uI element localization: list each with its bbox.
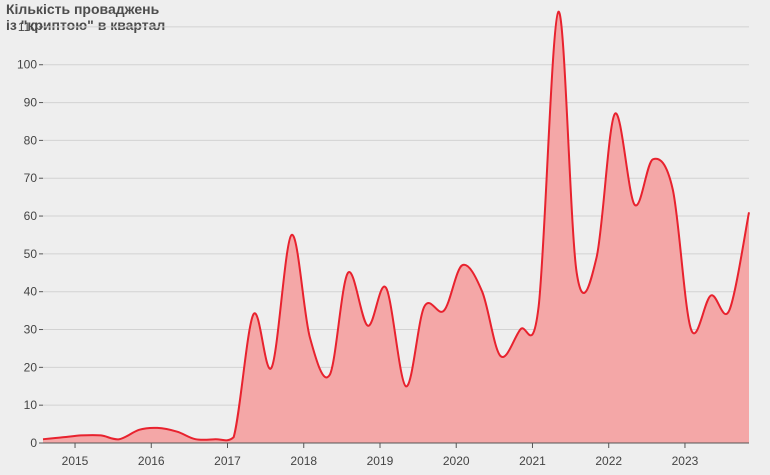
data-point-34 [689, 328, 693, 332]
data-point-4 [117, 437, 121, 441]
y-tick-label-40: 40 [24, 285, 38, 299]
x-tick-label-2023: 2023 [672, 454, 699, 468]
x-tick-label-2020: 2020 [443, 454, 470, 468]
y-tick-label-50: 50 [24, 247, 38, 261]
data-point-9 [213, 437, 217, 441]
y-axis-ticks: 0 10 20 30 40 50 60 70 80 90 100 110 [17, 20, 43, 450]
data-point-3 [99, 433, 103, 437]
data-point-21 [442, 309, 446, 313]
data-point-7 [175, 430, 179, 434]
data-point-36 [727, 309, 731, 313]
x-axis-ticks: 2015 2016 2017 2018 2019 2020 2021 2022 2023 [62, 443, 699, 468]
data-point-2 [79, 433, 83, 437]
x-tick-label-2022: 2022 [595, 454, 622, 468]
x-tick-label-2015: 2015 [62, 454, 89, 468]
data-point-10 [232, 435, 236, 439]
data-point-20 [422, 305, 426, 309]
series-line [42, 10, 750, 442]
data-point-28 [575, 271, 579, 275]
x-tick-label-2017: 2017 [214, 454, 241, 468]
y-tick-label-70: 70 [24, 171, 38, 185]
data-point-32 [651, 157, 655, 161]
data-point-12 [270, 365, 274, 369]
x-tick-label-2016: 2016 [138, 454, 165, 468]
data-point-11 [251, 312, 255, 316]
data-point-1 [61, 435, 65, 439]
y-tick-label-90: 90 [24, 96, 38, 110]
chart-title: Кількість проваджень із "криптою" в квар… [6, 1, 165, 33]
y-tick-label-110: 110 [18, 20, 37, 34]
data-point-8 [194, 437, 198, 441]
data-point-0 [41, 437, 45, 441]
data-point-6 [155, 426, 159, 430]
data-point-22 [460, 263, 464, 267]
data-point-24 [499, 354, 503, 358]
data-point-14 [308, 335, 312, 339]
data-point-18 [384, 286, 388, 290]
chart-title-line-1: Кількість проваджень [6, 1, 160, 17]
data-point-29 [595, 256, 599, 260]
data-point-17 [366, 324, 370, 328]
y-tick-label-60: 60 [24, 209, 38, 223]
data-point-27 [556, 10, 560, 14]
data-point-30 [613, 112, 617, 116]
data-point-37 [747, 210, 751, 214]
data-point-23 [480, 290, 484, 294]
data-point-16 [346, 271, 350, 275]
data-point-5 [137, 428, 141, 432]
x-tick-label-2018: 2018 [290, 454, 317, 468]
y-tick-label-80: 80 [24, 133, 38, 147]
x-tick-label-2021: 2021 [519, 454, 546, 468]
x-tick-label-2019: 2019 [367, 454, 394, 468]
chart-title-line-2: із "криптою" в квартал [6, 17, 166, 33]
data-point-15 [328, 373, 332, 377]
y-tick-label-30: 30 [24, 323, 38, 337]
data-point-19 [404, 384, 408, 388]
data-point-35 [709, 294, 713, 298]
data-point-33 [671, 188, 675, 192]
y-tick-label-20: 20 [24, 360, 38, 374]
data-point-25 [518, 328, 522, 332]
area-fill [43, 11, 749, 443]
y-tick-label-0: 0 [30, 436, 37, 450]
data-point-13 [290, 233, 294, 237]
y-tick-label-100: 100 [17, 58, 37, 72]
y-tick-label-10: 10 [24, 398, 38, 412]
data-point-26 [537, 305, 541, 309]
data-point-31 [633, 203, 637, 207]
